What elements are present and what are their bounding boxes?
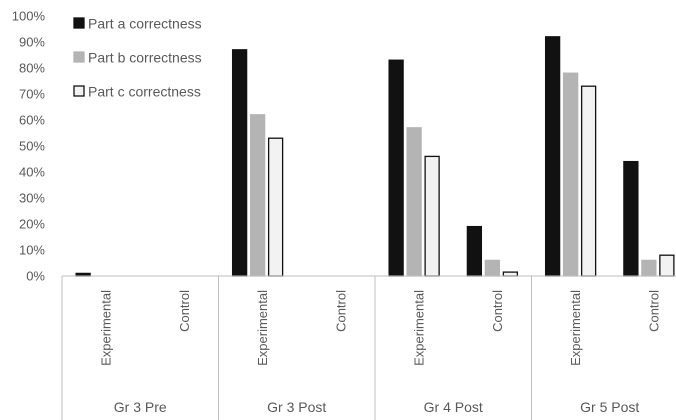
y-tick-label: 40% [19, 165, 45, 180]
group-label: Gr 4 Post [424, 399, 483, 415]
bar-part-a-correctness [231, 49, 248, 277]
bar-part-a-correctness [466, 225, 483, 277]
y-tick-label: 50% [19, 139, 45, 154]
bar-part-b-correctness [562, 72, 579, 277]
y-tick-label: 10% [19, 243, 45, 258]
y-tick-label: 60% [19, 113, 45, 128]
legend-swatch [73, 51, 85, 63]
bar-part-b-correctness [406, 127, 422, 277]
bar-part-a-correctness [623, 160, 639, 277]
bar-part-c-correctness [502, 271, 519, 277]
bar-part-b-correctness [249, 114, 266, 277]
bar-part-c-correctness [659, 254, 675, 277]
category-label: Experimental [255, 290, 270, 366]
bar-part-c-correctness [424, 155, 440, 277]
bar-part-b-correctness [641, 259, 657, 277]
y-tick-label: 30% [19, 191, 45, 206]
category-label: Experimental [99, 290, 114, 366]
y-tick-label: 20% [19, 217, 45, 232]
bar-part-c-correctness [267, 137, 284, 277]
y-tick-label: 0% [26, 269, 45, 284]
group-label: Gr 3 Pre [114, 399, 167, 415]
category-label: Experimental [568, 290, 583, 366]
bars [75, 36, 675, 277]
legend-label: Part b correctness [88, 50, 202, 66]
bar-part-c-correctness [580, 85, 597, 277]
legend-label: Part a correctness [88, 16, 202, 32]
legend: Part a correctness Part b correctness Part… [73, 16, 202, 100]
y-axis: 0% 10% 20% 30% 40% 50% 60% 70% 80% 90% 100% [12, 9, 46, 284]
legend-swatch [73, 85, 85, 97]
category-label: Control [177, 290, 192, 332]
group-label: Gr 3 Post [267, 399, 326, 415]
bar-part-a-correctness [544, 36, 561, 277]
category-label: Experimental [412, 290, 427, 366]
legend-swatch [73, 17, 85, 29]
category-label: Control [490, 290, 505, 332]
group-label: Gr 5 Post [580, 399, 639, 415]
bar-part-a-correctness [388, 59, 404, 277]
legend-label: Part c correctness [88, 84, 201, 100]
bar-part-b-correctness [484, 259, 501, 277]
y-tick-label: 90% [19, 35, 45, 50]
category-label: Control [333, 290, 348, 332]
y-tick-label: 70% [19, 87, 45, 102]
category-label: Control [646, 290, 661, 332]
y-tick-label: 100% [12, 9, 46, 24]
x-axis: Experimental Control Gr 3 Pre Experimental C… [61, 275, 676, 420]
y-tick-label: 80% [19, 61, 45, 76]
